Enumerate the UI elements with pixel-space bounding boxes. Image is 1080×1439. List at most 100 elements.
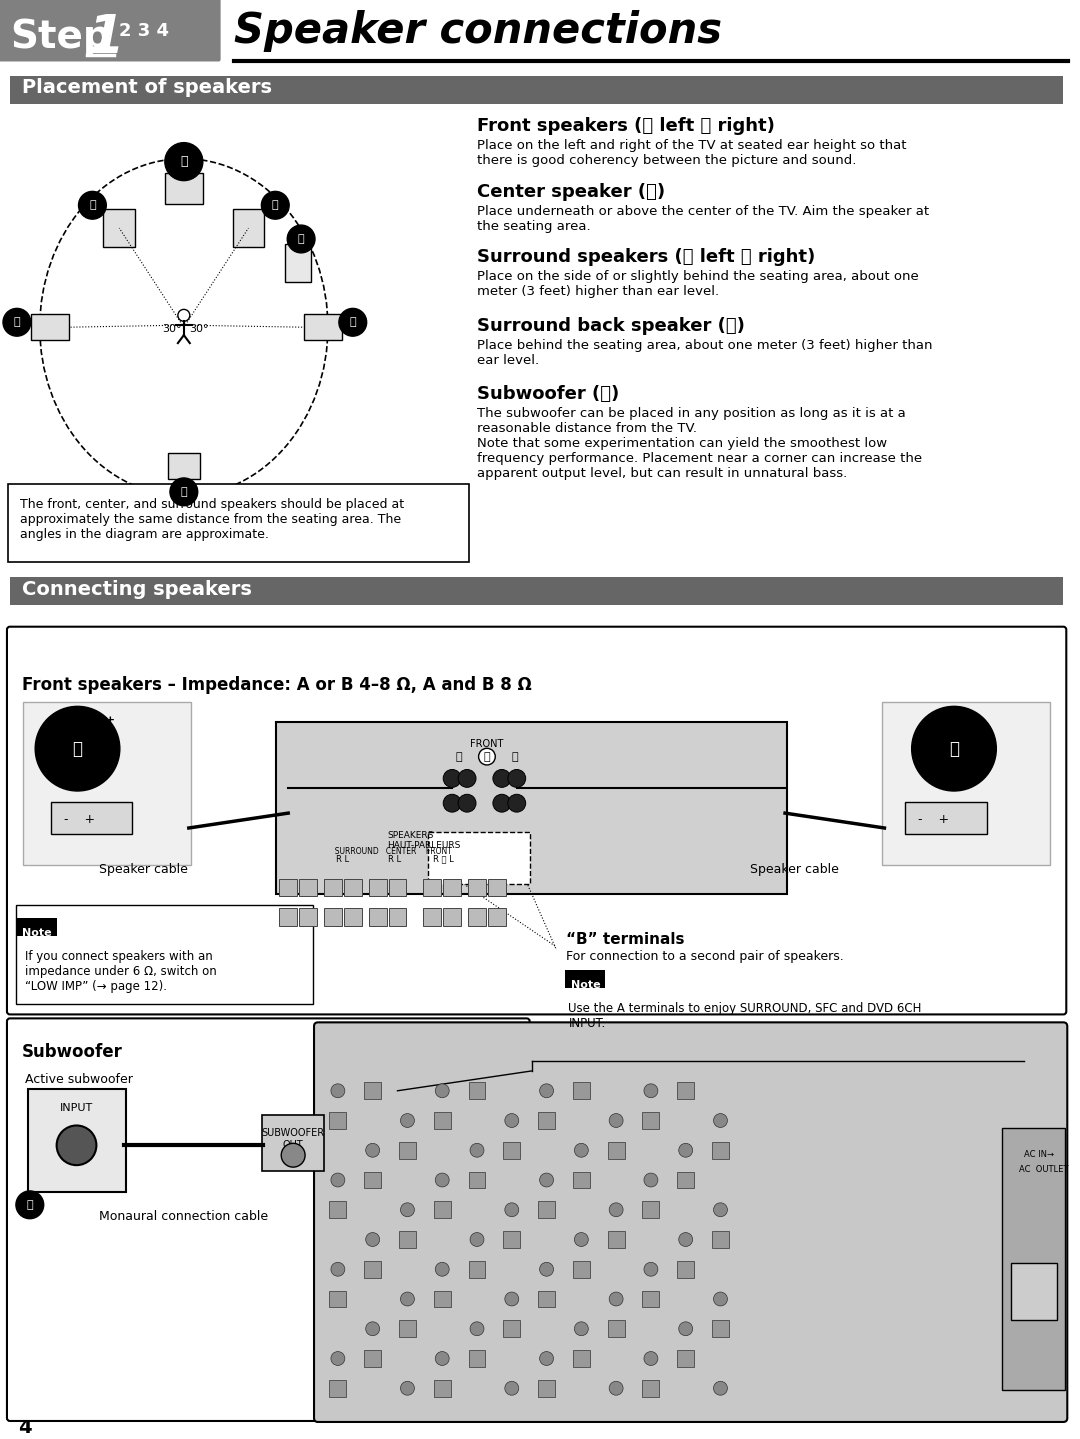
- Text: 2 3 4: 2 3 4: [119, 22, 170, 40]
- Circle shape: [330, 1351, 345, 1366]
- FancyBboxPatch shape: [280, 879, 297, 896]
- FancyBboxPatch shape: [276, 722, 787, 895]
- FancyBboxPatch shape: [503, 1321, 521, 1337]
- Text: SPEAKERS
HAUT-PARLEURS: SPEAKERS HAUT-PARLEURS: [388, 830, 461, 850]
- Text: For connection to a second pair of speakers.: For connection to a second pair of speak…: [566, 950, 845, 963]
- FancyBboxPatch shape: [28, 1089, 126, 1191]
- Circle shape: [644, 1084, 658, 1098]
- Circle shape: [714, 1292, 728, 1307]
- FancyBboxPatch shape: [423, 879, 442, 896]
- FancyBboxPatch shape: [503, 1141, 521, 1158]
- Text: Center speaker (Ⓒ): Center speaker (Ⓒ): [477, 183, 665, 201]
- Text: Ⓓ: Ⓓ: [14, 317, 21, 327]
- Text: Front speakers (Ⓐ left Ⓑ right): Front speakers (Ⓐ left Ⓑ right): [477, 117, 774, 135]
- Text: Right: Right: [75, 717, 114, 731]
- Circle shape: [678, 1144, 692, 1157]
- Circle shape: [540, 1173, 554, 1187]
- FancyBboxPatch shape: [10, 577, 1064, 604]
- Text: Subwoofer (Ⓖ): Subwoofer (Ⓖ): [477, 384, 619, 403]
- Text: Place underneath or above the center of the TV. Aim the speaker at
the seating a: Place underneath or above the center of …: [477, 206, 929, 233]
- Circle shape: [458, 770, 476, 787]
- Text: SUBWOOFER
OUT: SUBWOOFER OUT: [261, 1128, 325, 1150]
- FancyBboxPatch shape: [329, 1112, 347, 1130]
- Circle shape: [540, 1084, 554, 1098]
- FancyBboxPatch shape: [643, 1291, 660, 1308]
- Text: SURROUND   CENTER    FRONT: SURROUND CENTER FRONT: [329, 846, 451, 856]
- FancyBboxPatch shape: [677, 1261, 694, 1278]
- FancyBboxPatch shape: [0, 0, 220, 62]
- FancyBboxPatch shape: [643, 1112, 660, 1130]
- FancyBboxPatch shape: [285, 245, 311, 282]
- FancyBboxPatch shape: [608, 1321, 624, 1337]
- FancyBboxPatch shape: [882, 702, 1051, 865]
- Text: Monaural connection cable: Monaural connection cable: [99, 1210, 269, 1223]
- FancyBboxPatch shape: [712, 1321, 729, 1337]
- FancyBboxPatch shape: [608, 1232, 624, 1248]
- Circle shape: [644, 1351, 658, 1366]
- Circle shape: [609, 1203, 623, 1217]
- FancyBboxPatch shape: [389, 908, 406, 927]
- Circle shape: [504, 1381, 518, 1396]
- Text: Turn off the receiver before connecting the speakers.: Turn off the receiver before connecting …: [527, 627, 947, 642]
- Circle shape: [504, 1114, 518, 1128]
- Text: Ⓖ: Ⓖ: [298, 235, 305, 245]
- FancyBboxPatch shape: [905, 802, 987, 835]
- FancyBboxPatch shape: [104, 209, 135, 248]
- Text: Ⓔ: Ⓔ: [350, 317, 356, 327]
- FancyBboxPatch shape: [538, 1291, 555, 1308]
- Text: Ⓑ: Ⓑ: [272, 200, 279, 210]
- Text: Note: Note: [22, 928, 52, 938]
- FancyBboxPatch shape: [566, 970, 605, 987]
- Text: 30°: 30°: [189, 324, 208, 334]
- FancyBboxPatch shape: [488, 879, 505, 896]
- Circle shape: [435, 1084, 449, 1098]
- Circle shape: [470, 1322, 484, 1335]
- Circle shape: [366, 1233, 379, 1246]
- FancyBboxPatch shape: [572, 1261, 590, 1278]
- Text: Place on the left and right of the TV at seated ear height so that
there is good: Place on the left and right of the TV at…: [477, 138, 906, 167]
- Circle shape: [508, 794, 526, 812]
- FancyBboxPatch shape: [434, 1380, 450, 1397]
- Text: Ⓕ: Ⓕ: [180, 486, 187, 496]
- Circle shape: [575, 1322, 589, 1335]
- FancyBboxPatch shape: [262, 1115, 324, 1171]
- Text: Ⓐ: Ⓐ: [90, 200, 96, 210]
- FancyBboxPatch shape: [51, 802, 132, 835]
- FancyBboxPatch shape: [168, 453, 200, 479]
- Text: INPUT: INPUT: [59, 1102, 93, 1112]
- Text: Speaker cable: Speaker cable: [99, 863, 188, 876]
- FancyBboxPatch shape: [469, 1261, 485, 1278]
- FancyBboxPatch shape: [538, 1380, 555, 1397]
- Circle shape: [540, 1262, 554, 1276]
- Text: The front, center, and surround speakers should be placed at
approximately the s: The front, center, and surround speakers…: [19, 498, 404, 541]
- Text: Note: Note: [570, 980, 600, 990]
- Text: RQT6208: RQT6208: [18, 1403, 69, 1413]
- Circle shape: [609, 1292, 623, 1307]
- Circle shape: [540, 1351, 554, 1366]
- FancyBboxPatch shape: [299, 879, 318, 896]
- FancyBboxPatch shape: [643, 1202, 660, 1219]
- Circle shape: [678, 1322, 692, 1335]
- Text: “B” terminals: “B” terminals: [566, 932, 685, 947]
- Circle shape: [401, 1292, 415, 1307]
- Text: -    +: - +: [64, 813, 95, 826]
- Circle shape: [443, 794, 461, 812]
- FancyBboxPatch shape: [468, 879, 486, 896]
- Text: Placement of speakers: Placement of speakers: [22, 78, 272, 98]
- FancyBboxPatch shape: [468, 908, 486, 927]
- Text: R L: R L: [336, 855, 349, 863]
- FancyBboxPatch shape: [6, 1019, 529, 1420]
- Text: Ⓡ: Ⓡ: [456, 751, 462, 761]
- Text: Use the A terminals to enjoy SURROUND, SFC and DVD 6CH
INPUT.: Use the A terminals to enjoy SURROUND, S…: [568, 1002, 922, 1029]
- FancyBboxPatch shape: [443, 879, 461, 896]
- FancyBboxPatch shape: [314, 1022, 1067, 1422]
- Circle shape: [470, 1144, 484, 1157]
- Circle shape: [609, 1381, 623, 1396]
- Circle shape: [330, 1262, 345, 1276]
- Circle shape: [401, 1114, 415, 1128]
- Text: The subwoofer can be placed in any position as long as it is at a
reasonable dis: The subwoofer can be placed in any posit…: [477, 407, 922, 479]
- Circle shape: [443, 770, 461, 787]
- Circle shape: [714, 1203, 728, 1217]
- Circle shape: [435, 1351, 449, 1366]
- Text: R L: R L: [388, 855, 401, 863]
